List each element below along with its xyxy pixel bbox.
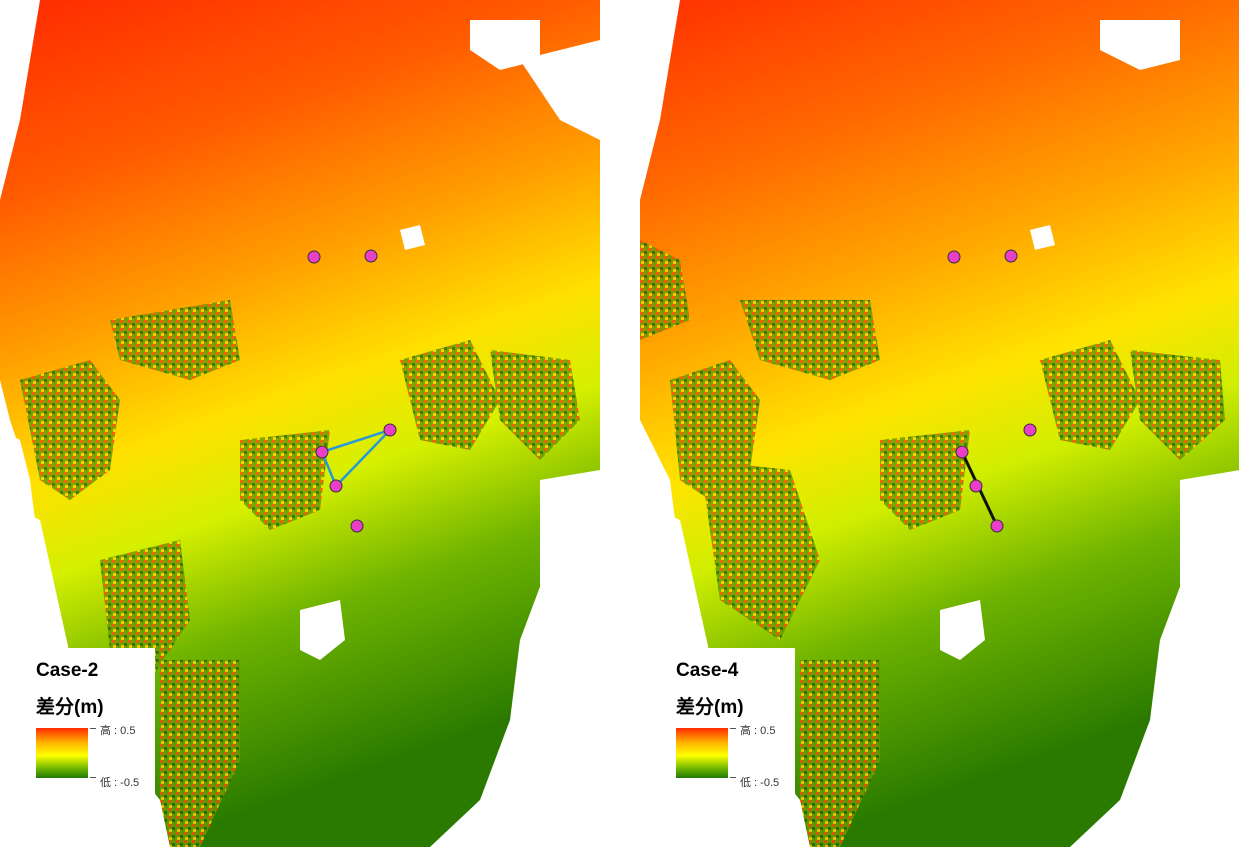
case-label: Case-2	[36, 660, 99, 681]
legend-low-label: 低 : -0.5	[100, 777, 140, 789]
survey-points	[307, 249, 397, 533]
elevation-difference-map	[640, 0, 1239, 847]
legend-low-label: 低 : -0.5	[740, 777, 780, 789]
legend-high-label: 高 : 0.5	[100, 725, 136, 737]
map-panel-case-2: Case-2 差分(m) 高 : 0.5 低 : -0.5	[0, 0, 600, 847]
legend: Case-4 差分(m) 高 : 0.5 低 : -0.5	[660, 648, 795, 798]
case-label: Case-4	[676, 660, 739, 681]
legend-title: 差分(m)	[36, 697, 104, 718]
survey-point	[307, 250, 321, 264]
legend-tick-high	[730, 728, 736, 729]
legend-title: 差分(m)	[676, 697, 744, 718]
survey-point	[1004, 249, 1018, 263]
survey-point	[383, 423, 397, 437]
survey-point	[350, 519, 364, 533]
legend: Case-2 差分(m) 高 : 0.5 低 : -0.5	[20, 648, 155, 798]
survey-point	[955, 445, 969, 459]
color-ramp	[36, 728, 88, 778]
survey-point	[1023, 423, 1037, 437]
survey-point	[969, 479, 983, 493]
color-ramp	[676, 728, 728, 778]
survey-point	[990, 519, 1004, 533]
survey-points	[947, 249, 1037, 533]
terrain-area	[640, 0, 1239, 847]
legend-tick-high	[90, 728, 96, 729]
vegetation-noise	[20, 300, 580, 847]
legend-tick-low	[730, 777, 736, 778]
survey-point	[315, 445, 329, 459]
vegetation-noise	[640, 240, 1225, 847]
survey-point	[329, 479, 343, 493]
legend-tick-low	[90, 777, 96, 778]
legend-high-label: 高 : 0.5	[740, 725, 776, 737]
map-panel-case-4: Case-4 差分(m) 高 : 0.5 低 : -0.5	[640, 0, 1239, 847]
survey-point	[947, 250, 961, 264]
survey-point	[364, 249, 378, 263]
